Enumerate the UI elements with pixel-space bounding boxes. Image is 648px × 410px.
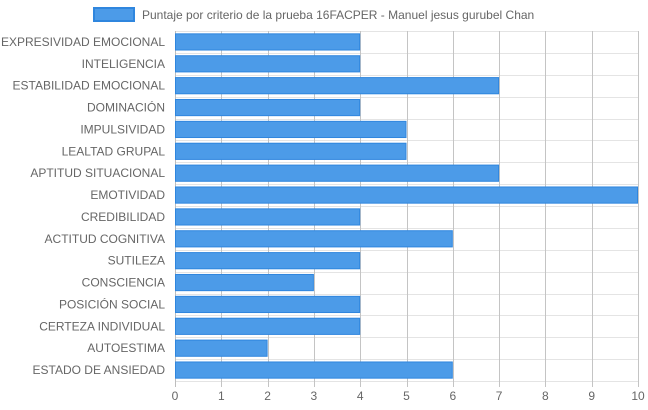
y-category-label: CERTEZA INDIVIDUAL	[39, 319, 165, 333]
y-category-label: POSICIÓN SOCIAL	[59, 296, 165, 311]
y-category-label: CONSCIENCIA	[82, 276, 165, 290]
x-tick-label: 6	[449, 389, 456, 403]
x-tick-label: 1	[218, 389, 225, 403]
bar[interactable]	[175, 295, 361, 314]
legend-label: Puntaje por criterio de la prueba 16FACP…	[142, 8, 534, 22]
y-category-label: LEALTAD GRUPAL	[62, 144, 166, 158]
y-category-label: INTELIGENCIA	[82, 57, 165, 71]
bar[interactable]	[175, 33, 361, 51]
y-category-label: DOMINACIÓN	[87, 100, 165, 115]
bar[interactable]	[175, 77, 500, 95]
bar[interactable]	[175, 55, 361, 73]
bar[interactable]	[175, 317, 361, 335]
y-category-label: ESTABILIDAD EMOCIONAL	[13, 79, 166, 93]
legend-swatch	[93, 7, 135, 22]
y-category-label: AUTOESTIMA	[87, 341, 165, 355]
bar[interactable]	[175, 164, 500, 182]
bar[interactable]	[175, 230, 453, 248]
y-category-label: SUTILEZA	[108, 254, 165, 268]
y-category-label: APTITUD SITUACIONAL	[30, 166, 165, 180]
y-axis: EXPRESIVIDAD EMOCIONAL INTELIGENCIA ESTABI…	[1, 35, 165, 377]
x-tick-label: 9	[588, 389, 595, 403]
bar[interactable]	[175, 142, 407, 160]
bar[interactable]	[175, 339, 268, 357]
bar[interactable]	[175, 98, 361, 117]
y-category-label: IMPULSIVIDAD	[80, 122, 165, 136]
bar[interactable]	[175, 273, 314, 292]
x-tick-label: 2	[264, 389, 271, 403]
x-tick-label: 0	[172, 389, 179, 403]
x-tick-label: 5	[403, 389, 410, 403]
bar[interactable]	[175, 120, 407, 139]
bar[interactable]	[175, 252, 361, 270]
x-axis: 0 1 2 3 4 5 6 7 8 9 10	[172, 389, 645, 403]
bar[interactable]	[175, 361, 453, 379]
y-category-label: CREDIBILIDAD	[81, 210, 165, 224]
x-tick-label: 3	[311, 389, 318, 403]
y-category-label: EMOTIVIDAD	[90, 188, 165, 202]
x-tick-label: 10	[631, 389, 645, 403]
bar[interactable]	[175, 208, 361, 226]
bar[interactable]	[175, 186, 638, 204]
y-category-label: ACTITUD COGNITIVA	[45, 232, 165, 246]
y-category-label: ESTADO DE ANSIEDAD	[33, 363, 166, 377]
x-tick-label: 8	[542, 389, 549, 403]
x-tick-label: 4	[357, 389, 364, 403]
x-tick-label: 7	[496, 389, 503, 403]
y-category-label: EXPRESIVIDAD EMOCIONAL	[1, 35, 165, 49]
legend[interactable]: Puntaje por criterio de la prueba 16FACP…	[93, 7, 534, 22]
bars	[175, 33, 638, 379]
